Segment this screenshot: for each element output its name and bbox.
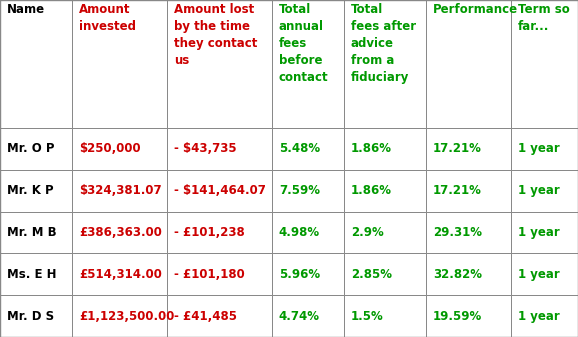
Bar	[272, 128, 344, 170]
Bar	[272, 170, 344, 212]
Bar	[167, 0, 272, 128]
Bar	[272, 0, 344, 128]
Text: £386,363.00: £386,363.00	[79, 226, 162, 239]
Text: Mr. K P: Mr. K P	[7, 184, 54, 197]
Text: 2.85%: 2.85%	[351, 268, 392, 281]
Bar	[426, 295, 511, 337]
Bar	[167, 170, 272, 212]
Text: - £101,180: - £101,180	[174, 268, 244, 281]
Bar	[0, 212, 72, 253]
Text: Term so
far...: Term so far...	[518, 3, 570, 33]
Bar	[167, 295, 272, 337]
Bar	[0, 170, 72, 212]
Text: 4.74%: 4.74%	[279, 310, 320, 323]
Bar	[426, 170, 511, 212]
Text: 19.59%: 19.59%	[433, 310, 482, 323]
Text: Performance: Performance	[433, 3, 518, 16]
Bar	[426, 0, 511, 128]
Text: £1,123,500.00: £1,123,500.00	[79, 310, 175, 323]
Bar	[426, 212, 511, 253]
Bar	[344, 0, 426, 128]
Bar	[344, 212, 426, 253]
Bar	[272, 253, 344, 295]
Bar	[0, 128, 72, 170]
Bar	[344, 295, 426, 337]
Text: 1 year: 1 year	[518, 184, 560, 197]
Bar	[344, 128, 426, 170]
Text: Total
fees after
advice
from a
fiduciary: Total fees after advice from a fiduciary	[351, 3, 416, 84]
Text: 29.31%: 29.31%	[433, 226, 482, 239]
Text: 17.21%: 17.21%	[433, 184, 482, 197]
Text: 2.9%: 2.9%	[351, 226, 384, 239]
Text: 5.48%: 5.48%	[279, 143, 320, 155]
Text: £514,314.00: £514,314.00	[79, 268, 162, 281]
Bar	[72, 0, 167, 128]
Bar	[511, 128, 578, 170]
Bar	[426, 128, 511, 170]
Text: 1 year: 1 year	[518, 226, 560, 239]
Text: 1 year: 1 year	[518, 268, 560, 281]
Text: Total
annual
fees
before
contact: Total annual fees before contact	[279, 3, 328, 84]
Text: $324,381.07: $324,381.07	[79, 184, 162, 197]
Bar	[0, 253, 72, 295]
Bar	[72, 170, 167, 212]
Text: 1.86%: 1.86%	[351, 143, 392, 155]
Bar	[0, 295, 72, 337]
Text: - $43,735: - $43,735	[174, 143, 236, 155]
Text: $250,000: $250,000	[79, 143, 140, 155]
Bar	[167, 253, 272, 295]
Text: - £41,485: - £41,485	[174, 310, 237, 323]
Bar	[511, 253, 578, 295]
Text: 4.98%: 4.98%	[279, 226, 320, 239]
Bar	[72, 253, 167, 295]
Text: Ms. E H: Ms. E H	[7, 268, 57, 281]
Bar	[511, 0, 578, 128]
Text: Mr. O P: Mr. O P	[7, 143, 54, 155]
Bar	[344, 170, 426, 212]
Text: Name: Name	[7, 3, 45, 16]
Bar	[167, 128, 272, 170]
Bar	[272, 295, 344, 337]
Text: 1.5%: 1.5%	[351, 310, 384, 323]
Bar	[167, 212, 272, 253]
Bar	[72, 128, 167, 170]
Text: Mr. M B: Mr. M B	[7, 226, 57, 239]
Bar	[0, 0, 72, 128]
Text: 1.86%: 1.86%	[351, 184, 392, 197]
Bar	[511, 212, 578, 253]
Text: - $141,464.07: - $141,464.07	[174, 184, 266, 197]
Text: Amount lost
by the time
they contact
us: Amount lost by the time they contact us	[174, 3, 257, 67]
Bar	[426, 253, 511, 295]
Bar	[344, 253, 426, 295]
Bar	[272, 212, 344, 253]
Text: 17.21%: 17.21%	[433, 143, 482, 155]
Bar	[72, 295, 167, 337]
Text: 1 year: 1 year	[518, 143, 560, 155]
Text: 1 year: 1 year	[518, 310, 560, 323]
Text: Mr. D S: Mr. D S	[7, 310, 54, 323]
Bar	[72, 212, 167, 253]
Text: 5.96%: 5.96%	[279, 268, 320, 281]
Text: - £101,238: - £101,238	[174, 226, 244, 239]
Text: 32.82%: 32.82%	[433, 268, 482, 281]
Text: Amount
invested: Amount invested	[79, 3, 136, 33]
Text: 7.59%: 7.59%	[279, 184, 320, 197]
Bar	[511, 295, 578, 337]
Bar	[511, 170, 578, 212]
